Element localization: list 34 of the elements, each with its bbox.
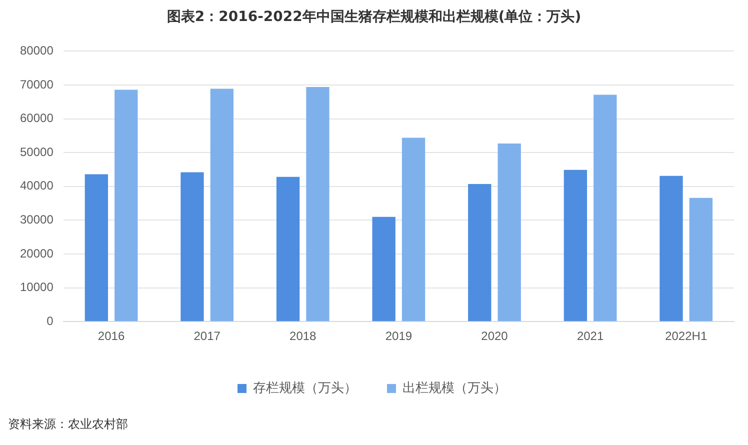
y-tick-label: 20000 <box>20 246 54 260</box>
bar <box>114 90 138 322</box>
legend-label: 出栏规模（万头） <box>402 380 506 396</box>
y-tick-label: 50000 <box>20 144 54 159</box>
chart-title: 图表2：2016-2022年中国生猪存栏规模和出栏规模(单位：万头) <box>166 8 582 26</box>
x-tick-label: 2017 <box>194 329 221 344</box>
bar <box>689 198 713 322</box>
bar <box>180 172 204 322</box>
y-tick-label: 70000 <box>20 77 54 92</box>
bar <box>84 174 108 322</box>
y-tick-label: 0 <box>46 314 54 328</box>
y-tick-label: 10000 <box>20 280 54 294</box>
bar <box>210 88 234 322</box>
bar <box>402 138 426 322</box>
bar <box>306 87 330 322</box>
y-tick-label: 30000 <box>20 212 54 227</box>
y-tick-label: 40000 <box>20 178 54 193</box>
y-tick-label: 80000 <box>20 44 54 58</box>
x-tick-label: 2022H1 <box>665 329 708 344</box>
bar <box>468 184 492 322</box>
bar <box>276 176 300 322</box>
bar <box>594 94 617 322</box>
bar <box>660 176 683 322</box>
bar <box>498 143 521 322</box>
x-tick-label: 2021 <box>576 329 604 344</box>
x-tick-label: 2019 <box>385 329 412 344</box>
x-tick-label: 2016 <box>98 329 125 344</box>
legend-label: 存栏规模（万头） <box>253 380 357 396</box>
bar <box>564 170 588 322</box>
text: 资料来源：农业农村部 <box>8 416 128 433</box>
x-tick-label: 2018 <box>290 329 317 344</box>
x-tick-label: 2020 <box>481 329 508 344</box>
bar <box>372 216 396 322</box>
y-tick-label: 60000 <box>20 111 54 126</box>
